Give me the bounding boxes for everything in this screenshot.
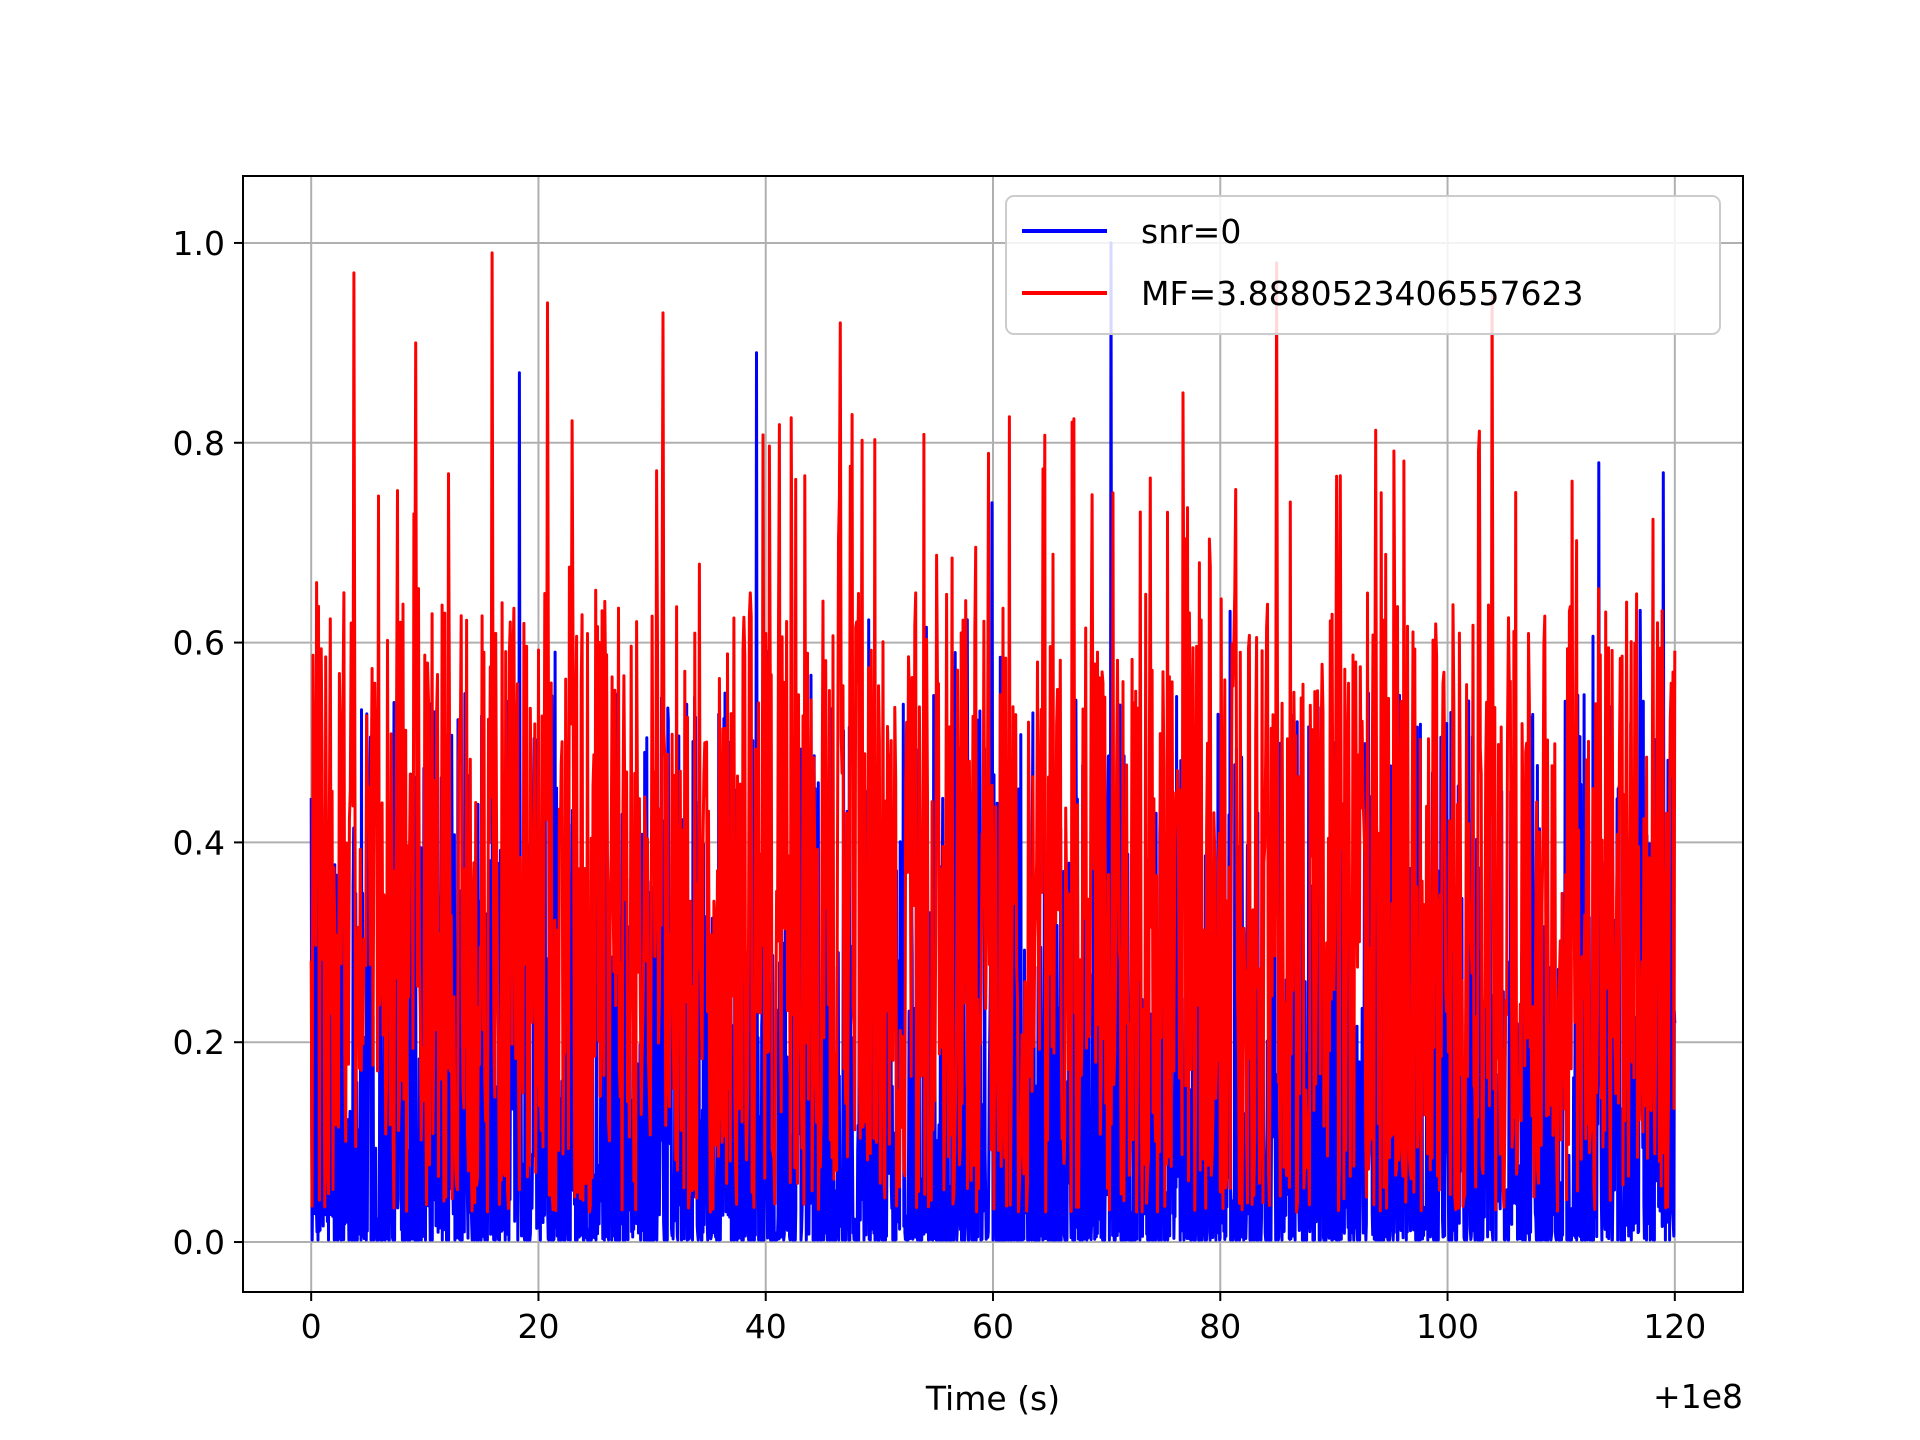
x-tick-label: 100 [1416, 1307, 1479, 1346]
x-tick-label: 40 [745, 1307, 787, 1346]
y-tick-label: 1.0 [173, 224, 225, 263]
y-tick-label: 0.4 [173, 823, 225, 862]
legend-label-mf: MF=3.8880523406557623 [1141, 274, 1584, 313]
x-tick-label: 20 [517, 1307, 559, 1346]
x-tick-label: 120 [1643, 1307, 1706, 1346]
x-offset-label: +1e8 [1653, 1377, 1743, 1416]
y-tick-label: 0.8 [173, 424, 225, 463]
x-tick-label: 60 [972, 1307, 1014, 1346]
x-tick-label: 0 [301, 1307, 322, 1346]
legend-label-snr: snr=0 [1141, 212, 1241, 251]
y-tick-label: 0.6 [173, 624, 225, 663]
x-axis-label: Time (s) [925, 1379, 1060, 1418]
series-layer [309, 241, 1677, 1242]
x-tick-label: 80 [1199, 1307, 1241, 1346]
y-tick-label: 0.2 [173, 1023, 225, 1062]
y-tick-label: 0.0 [173, 1223, 225, 1262]
legend: snr=0 MF=3.8880523406557623 [1005, 195, 1721, 335]
axis-ticks: 0 20 40 60 80 100 120 0.0 0.2 0.4 0.6 0.8 1.0 [173, 224, 1707, 1346]
legend-box [1005, 195, 1721, 335]
series-line-mf [309, 251, 1677, 1214]
